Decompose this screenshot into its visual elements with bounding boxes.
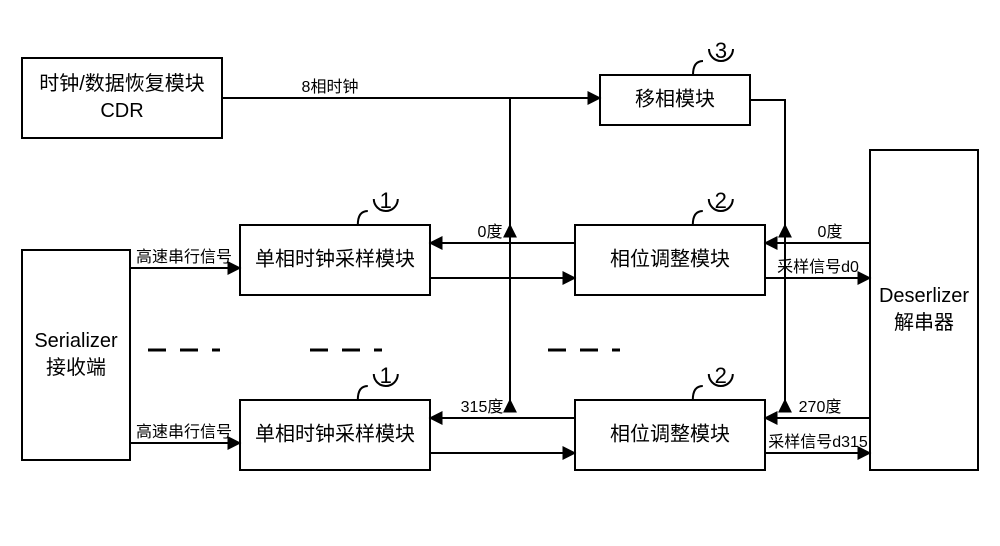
node-serial: Serializer 接收端: [22, 250, 130, 460]
edge-e5: 315度: [430, 398, 575, 418]
phase1-callout-line: [693, 211, 703, 225]
phaser-label-0: 移相模块: [635, 87, 715, 110]
cdr-label-1: CDR: [100, 100, 143, 122]
phase2-callout-number: 2: [715, 363, 727, 388]
deser-label-0: Deserlizer: [879, 285, 969, 307]
edge-e9-label: 采样信号d0: [777, 258, 859, 276]
serial-label-1: 接收端: [46, 356, 106, 379]
edge-e9: 采样信号d0: [765, 258, 870, 278]
node-phase1: 相位调整模块 2: [575, 188, 765, 295]
phaser-callout-line: [693, 61, 703, 75]
serial-label-0: Serializer: [34, 330, 118, 352]
samp1-callout-number: 1: [380, 188, 392, 213]
node-phase2: 相位调整模块 2: [575, 363, 765, 470]
edge-e3: 高速串行信号: [130, 423, 240, 443]
edge-e1: 8相时钟: [222, 78, 600, 98]
node-deser: Deserlizer 解串器: [870, 150, 978, 470]
node-samp2: 单相时钟采样模块 1: [240, 363, 430, 470]
edge-e10: 270度: [765, 398, 870, 418]
node-phaser: 移相模块 3: [600, 38, 750, 125]
edge-e11: 采样信号d315: [765, 433, 870, 453]
phase2-label-0: 相位调整模块: [610, 422, 730, 445]
node-samp1: 单相时钟采样模块 1: [240, 188, 430, 295]
samp2-label-0: 单相时钟采样模块: [255, 422, 415, 445]
node-cdr: 时钟/数据恢复模块 CDR: [22, 58, 222, 138]
edge-e8-label: 0度: [818, 223, 843, 241]
deser-box: [870, 150, 978, 470]
samp1-callout-line: [358, 211, 368, 225]
edge-e2: 高速串行信号: [130, 248, 240, 268]
edge-e4: 0度: [430, 223, 575, 243]
cdr-box: [22, 58, 222, 138]
samp2-callout-number: 1: [380, 363, 392, 388]
edge-e1-label: 8相时钟: [302, 78, 359, 96]
phaser-callout-number: 3: [715, 38, 727, 63]
deser-label-1: 解串器: [894, 311, 954, 334]
edge-e5-label: 315度: [461, 398, 504, 416]
serial-box: [22, 250, 130, 460]
phase1-label-0: 相位调整模块: [610, 247, 730, 270]
samp1-label-0: 单相时钟采样模块: [255, 247, 415, 270]
block-diagram: 时钟/数据恢复模块 CDR 移相模块 3 Serializer 接收端 Deserlizer…: [0, 0, 1000, 546]
edge-e2-label: 高速串行信号: [136, 248, 232, 266]
phase1-callout-number: 2: [715, 188, 727, 213]
phase2-callout-line: [693, 386, 703, 400]
edge-e8: 0度: [765, 223, 870, 243]
edge-e10-label: 270度: [799, 398, 842, 416]
cdr-label-0: 时钟/数据恢复模块: [39, 72, 205, 95]
samp2-callout-line: [358, 386, 368, 400]
edge-e3-label: 高速串行信号: [136, 423, 232, 441]
edge-e4-label: 0度: [478, 223, 503, 241]
edge-e11-label: 采样信号d315: [768, 433, 868, 451]
